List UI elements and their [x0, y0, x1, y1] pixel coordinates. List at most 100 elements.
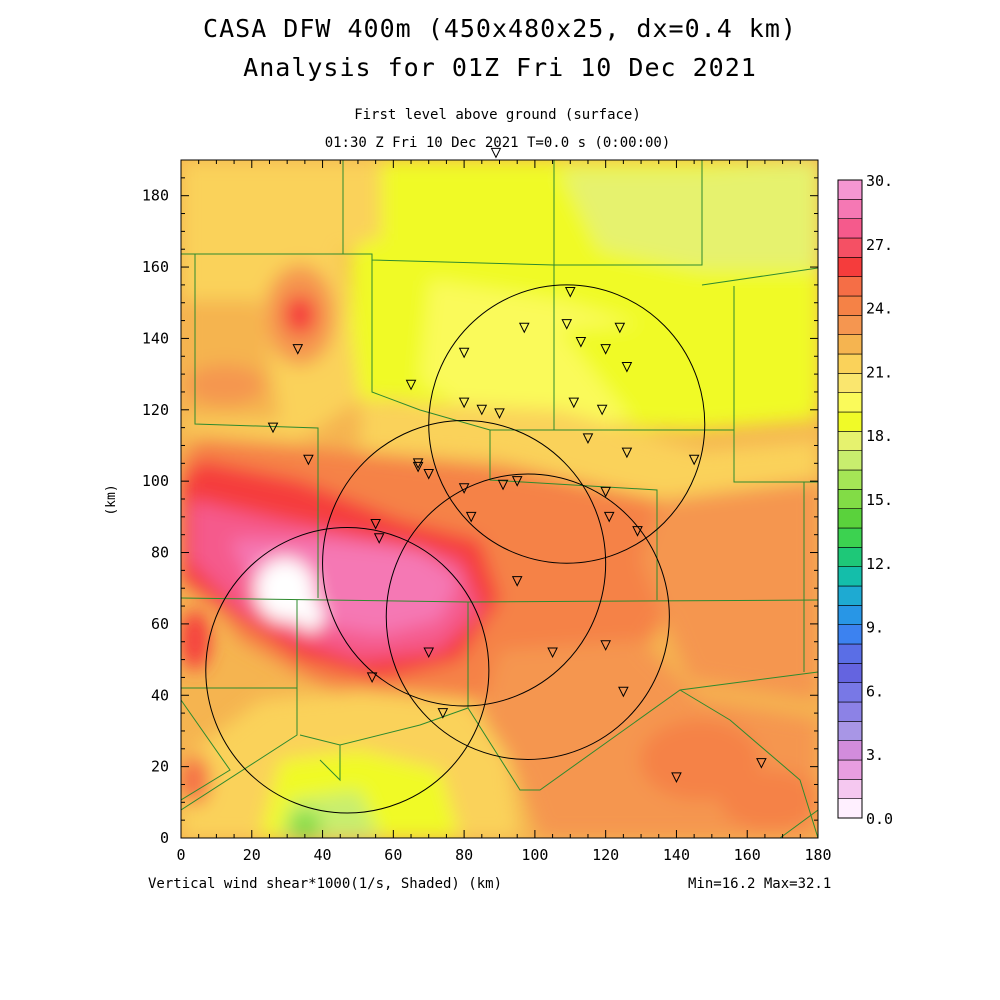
colorbar-swatch [837, 392, 863, 413]
x-tick-label: 180 [804, 846, 831, 864]
colorbar-swatch [837, 431, 863, 451]
y-tick-label: 0 [160, 829, 169, 847]
colorbar-swatch [837, 199, 863, 219]
station-marker [423, 647, 435, 659]
colorbar-swatch [837, 237, 863, 258]
colorbar-swatch [837, 527, 863, 548]
station-marker [373, 533, 385, 544]
station-marker [303, 454, 314, 466]
station-marker [671, 772, 682, 783]
colorbar-label: 0.0 [866, 810, 893, 828]
radar-ring-4 [428, 284, 706, 564]
colorbar-label: 18. [866, 427, 893, 445]
y-tick-label: 140 [142, 329, 169, 347]
colorbar-label: 9. [866, 619, 884, 637]
colorbar-swatch [837, 450, 863, 471]
y-tick-label: 180 [142, 187, 169, 205]
x-tick-label: 20 [243, 846, 261, 864]
colorbar: 30. 27. 24. 21. 18. 15. 12. 9. 6. 3. 0.0 [837, 172, 893, 828]
colorbar-label: 15. [866, 491, 893, 509]
station-marker [621, 361, 633, 373]
station-marker [494, 408, 505, 419]
station-marker [621, 447, 633, 459]
radar-ring-3 [385, 473, 670, 760]
colorbar-label: 3. [866, 746, 884, 764]
shear-field [181, 160, 818, 838]
colorbar-swatch [837, 643, 863, 664]
colorbar-swatch [837, 759, 863, 780]
station-marker [600, 640, 611, 651]
colorbar-swatch [837, 547, 863, 567]
station-marker [600, 344, 611, 355]
colorbar-label: 30. [866, 172, 893, 190]
station-marker [688, 454, 700, 466]
y-axis: 0 20 40 60 80 100 120 140 160 180 [142, 159, 818, 847]
station-marker [476, 404, 488, 416]
station-marker [614, 322, 626, 334]
x-tick-label: 100 [521, 846, 548, 864]
colorbar-label: 24. [866, 300, 893, 318]
y-tick-label: 60 [151, 615, 169, 633]
y-tick-label: 80 [151, 544, 169, 562]
station-marker [267, 422, 279, 434]
radar-rings [205, 284, 706, 814]
field-label: Vertical wind shear*1000(1/s, Shaded) (k… [148, 876, 503, 892]
station-marker [518, 322, 530, 334]
station-marker [366, 672, 378, 684]
station-marker [561, 319, 573, 330]
radar-ring-2 [322, 419, 607, 707]
colorbar-swatch [837, 179, 863, 200]
colorbar-swatch [837, 585, 863, 606]
colorbar-swatch [837, 701, 863, 722]
x-axis: 0 20 40 60 80 100 120 140 160 180 [176, 160, 832, 864]
y-tick-label: 20 [151, 758, 169, 776]
station-marker [564, 287, 576, 298]
county-boundaries [181, 160, 818, 838]
colorbar-label: 12. [866, 555, 893, 573]
colorbar-swatch [837, 721, 863, 741]
station-marker [603, 511, 615, 523]
station-marker [405, 379, 417, 391]
y-tick-label: 40 [151, 686, 169, 704]
map-title: CASA DFW 400m (450x480x25, dx=0.4 km) [203, 14, 797, 43]
station-marker [292, 344, 304, 355]
colorbar-swatch [837, 566, 863, 587]
station-marker [490, 147, 502, 159]
x-tick-label: 140 [663, 846, 690, 864]
station-marker [412, 458, 424, 469]
station-marker [370, 518, 381, 530]
station-marker [600, 486, 611, 498]
time-text: 01:30 Z Fri 10 Dec 2021 T=0.0 s (0:00:00… [324, 135, 671, 151]
station-marker [756, 758, 767, 769]
y-axis-label: (km) [104, 484, 119, 515]
colorbar-swatch [837, 508, 863, 529]
station-marker [412, 461, 424, 473]
station-marker [465, 511, 477, 523]
colorbar-swatch [837, 624, 863, 645]
station-marker [547, 647, 558, 659]
colorbar-swatch [837, 373, 863, 393]
colorbar-label: 27. [866, 236, 893, 254]
x-tick-label: 160 [734, 846, 761, 864]
y-tick-label: 160 [142, 258, 169, 276]
station-marker [458, 483, 470, 494]
station-marker [458, 397, 470, 409]
station-marker [423, 469, 435, 480]
station-markers [267, 147, 767, 783]
colorbar-swatch [837, 276, 863, 297]
station-marker [497, 479, 509, 491]
station-marker [596, 404, 608, 416]
colorbar-swatch [837, 682, 863, 703]
x-tick-label: 40 [314, 846, 332, 864]
minmax-text: Min=16.2 Max=32.1 [688, 876, 832, 892]
colorbar-swatch [837, 489, 863, 509]
colorbar-swatch [837, 605, 863, 625]
colorbar-swatch [837, 469, 863, 490]
colorbar-swatch [837, 663, 863, 683]
colorbar-frame [837, 179, 863, 819]
colorbar-swatch [837, 315, 863, 335]
colorbar-swatch [837, 411, 863, 432]
station-marker [582, 433, 594, 444]
radar-ring-1 [205, 527, 490, 814]
